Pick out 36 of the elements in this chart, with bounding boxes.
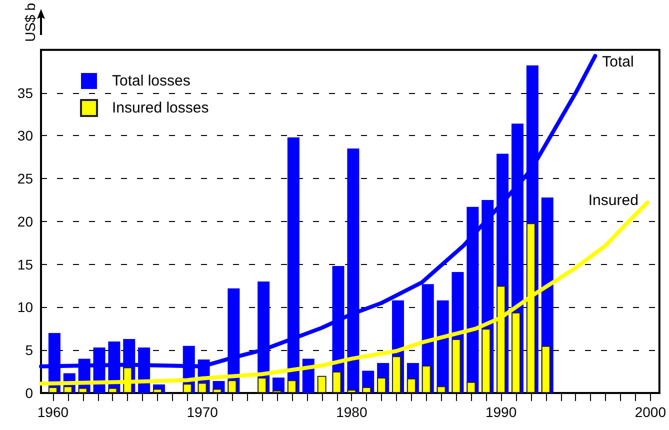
bar	[332, 372, 342, 393]
bar	[347, 390, 356, 393]
bar	[406, 378, 416, 393]
y-tick-label: 20	[17, 213, 34, 230]
x-tick-label: 1990	[485, 404, 517, 420]
y-tick-label: 0	[25, 385, 34, 401]
series-label: Insured	[588, 192, 638, 210]
bar	[78, 388, 88, 393]
bar	[287, 380, 296, 393]
x-tick-label: 1970	[186, 404, 218, 420]
bar	[466, 382, 476, 393]
y-tick-label: 10	[17, 299, 34, 316]
bar	[541, 346, 550, 393]
bar	[362, 386, 372, 393]
bar	[377, 378, 386, 393]
series-label: Total	[602, 53, 634, 70]
y-axis-title: US$ b	[22, 2, 38, 42]
bar	[153, 388, 162, 393]
y-tick-label: 15	[17, 256, 34, 272]
bar	[436, 386, 446, 393]
bar	[212, 388, 222, 393]
y-tick-label: 5	[25, 342, 34, 358]
y-tick-label: 25	[17, 170, 34, 187]
y-tick-label: 35	[17, 84, 34, 101]
bar	[392, 356, 401, 393]
bar	[436, 300, 449, 393]
x-tick-label: 1960	[37, 404, 69, 420]
bar	[422, 366, 431, 393]
legend-label: Insured losses	[112, 100, 209, 116]
bar	[108, 388, 118, 393]
y-tick-label: 30	[17, 128, 34, 144]
bar	[452, 338, 461, 393]
x-tick-label: 1980	[336, 404, 368, 420]
legend-label: Total losses	[112, 72, 190, 90]
bar	[317, 376, 326, 393]
x-tick-label: 2000	[634, 404, 666, 420]
